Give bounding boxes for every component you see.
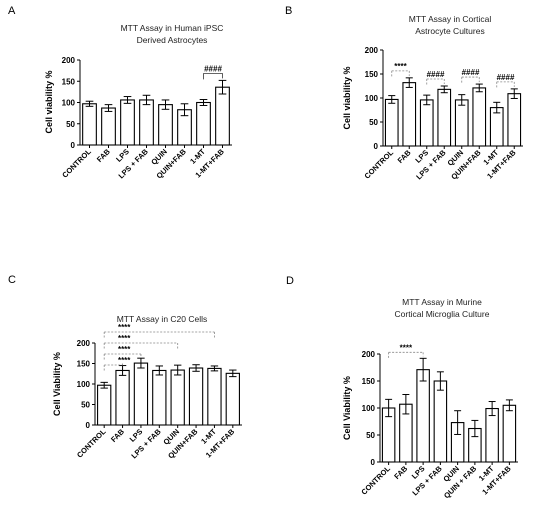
x-tick-label: FAB	[109, 427, 126, 444]
significance-label: ****	[118, 334, 131, 343]
y-tick-label: 150	[62, 77, 76, 86]
y-axis-label: Cell viability %	[342, 66, 352, 129]
bar-6	[485, 407, 499, 463]
y-tick-label: 200	[365, 46, 379, 55]
panel-c: C MTT Assay in C20 Cells 0 50 100 150 200 Cell …	[8, 274, 242, 460]
significance-label: ****	[118, 345, 131, 354]
chart-title-line: Cortical Microglia Culture	[395, 309, 490, 319]
significance-label: ####	[497, 73, 515, 82]
chart-title-line: Derived Astrocytes	[137, 35, 208, 45]
y-axis-label: Cell Viability %	[342, 376, 352, 440]
panel-a: A MTT Assay in Human iPSC Derived Astrocyt…	[8, 5, 232, 180]
y-tick-label: 50	[81, 401, 90, 410]
bar-2	[133, 362, 149, 426]
bar-7	[502, 404, 517, 463]
y-tick-label: 100	[77, 380, 91, 389]
bar-5	[472, 87, 487, 147]
bar-6	[196, 101, 211, 146]
bar-4	[454, 99, 469, 147]
bar-3	[437, 88, 452, 147]
y-tick-label: 50	[66, 120, 75, 129]
significance-label: ####	[427, 70, 445, 79]
significance-label: ####	[462, 68, 480, 77]
y-tick-label: 150	[362, 377, 376, 386]
y-tick-label: 200	[77, 339, 91, 348]
x-tick-label: CONTROL	[75, 427, 108, 460]
bar-3	[433, 380, 448, 463]
y-tick-label: 150	[365, 70, 379, 79]
y-tick-label: 0	[374, 142, 379, 151]
panel-letter: C	[8, 274, 16, 286]
chart-title-line: MTT Assay in Murine	[402, 297, 482, 307]
significance-label: ####	[204, 64, 222, 73]
y-tick-label: 100	[362, 404, 376, 413]
chart-title-line: Astrocyte Cultures	[415, 26, 484, 36]
panel-letter: A	[8, 5, 16, 17]
bar-7	[215, 86, 230, 146]
y-tick-label: 150	[77, 360, 91, 369]
bar-7	[225, 372, 240, 426]
y-tick-label: 200	[362, 350, 376, 359]
y-tick-label: 0	[86, 421, 91, 430]
panel-letter: B	[285, 5, 292, 17]
bar-7	[507, 93, 522, 147]
y-tick-label: 0	[371, 458, 376, 467]
panel-b: B MTT Assay in Cortical Astrocyte Cultures…	[285, 5, 523, 181]
significance-label: ****	[394, 62, 407, 71]
y-tick-label: 0	[71, 141, 76, 150]
x-tick-label: FAB	[392, 464, 409, 481]
panel-letter: D	[286, 275, 294, 287]
x-tick-label: CONTROL	[60, 147, 93, 180]
x-tick-label: FAB	[396, 148, 413, 165]
y-tick-label: 50	[366, 431, 375, 440]
bar-0	[97, 384, 112, 426]
y-tick-label: 200	[62, 56, 76, 65]
bar-4	[158, 104, 173, 146]
bar-0	[82, 103, 97, 146]
bar-3	[139, 99, 154, 146]
y-axis-label: Cell Viability %	[52, 352, 62, 416]
y-axis-label: Cell viability %	[44, 70, 54, 133]
x-tick-label: CONTROL	[363, 148, 396, 181]
bar-2	[419, 99, 434, 147]
bar-0	[384, 98, 399, 147]
bar-2	[416, 369, 430, 463]
significance-label: ****	[118, 323, 131, 332]
y-tick-label: 100	[365, 94, 379, 103]
chart-title-line: MTT Assay in Cortical	[409, 14, 492, 24]
chart-title-line: MTT Assay in C20 Cells	[117, 314, 208, 324]
panel-d: D MTT Assay in Murine Cortical Microglia C…	[286, 275, 518, 500]
significance-label: ****	[118, 356, 131, 365]
bar-3	[152, 369, 167, 426]
bar-1	[115, 369, 130, 426]
bar-1	[101, 107, 116, 146]
x-tick-label: CONTROL	[359, 464, 392, 497]
x-tick-label: FAB	[95, 147, 112, 164]
bar-5	[188, 367, 204, 426]
y-tick-label: 100	[62, 99, 76, 108]
bar-1	[402, 82, 417, 147]
bar-2	[120, 99, 135, 146]
y-tick-label: 50	[369, 118, 378, 127]
chart-title-line: MTT Assay in Human iPSC	[121, 23, 224, 33]
bar-4	[170, 369, 185, 426]
significance-label: ****	[400, 343, 413, 352]
bar-6	[207, 367, 222, 426]
